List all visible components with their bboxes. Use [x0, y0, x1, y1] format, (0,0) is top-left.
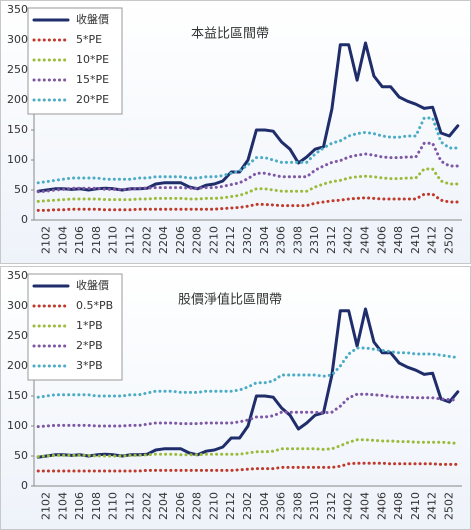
x-tick-label: 2210 [207, 492, 220, 520]
y-tick-label: 150 [7, 389, 28, 402]
x-tick-label: 2112 [124, 492, 137, 520]
x-tick-label: 2312 [325, 492, 338, 520]
y-tick-label: 200 [7, 359, 28, 372]
series [36, 461, 460, 473]
series-line [36, 461, 460, 473]
x-tick-label: 2502 [442, 226, 455, 254]
chart-title: 股價淨值比區間帶 [178, 292, 282, 308]
chart-title: 本益比區間帶 [191, 27, 269, 42]
y-tick-label: 350 [7, 3, 28, 16]
y-tick-label: 250 [7, 329, 28, 342]
x-tick-label: 2102 [40, 492, 53, 520]
x-tick-label: 2308 [291, 492, 304, 520]
y-tick-label: 200 [7, 93, 28, 106]
series [36, 307, 460, 459]
y-tick-label: 300 [7, 33, 28, 46]
x-tick-label: 2410 [409, 492, 422, 520]
series-line [36, 116, 460, 185]
x-tick-label: 2102 [40, 226, 53, 254]
series-line [36, 307, 460, 459]
x-tick-label: 2202 [140, 226, 153, 254]
legend-label: 5*PE [76, 33, 102, 46]
x-tick-label: 2412 [426, 226, 439, 254]
x-tick-label: 2104 [56, 492, 69, 520]
y-tick-label: 150 [7, 123, 28, 136]
x-tick-label: 2308 [291, 226, 304, 254]
legend-label: 20*PE [76, 93, 109, 106]
x-tick-label: 2208 [191, 492, 204, 520]
x-tick-label: 2202 [140, 492, 153, 520]
x-tick-label: 2108 [90, 226, 103, 254]
x-tick-label: 2412 [426, 492, 439, 520]
series [36, 192, 460, 212]
x-tick-label: 2304 [258, 492, 271, 520]
x-tick-label: 2206 [174, 492, 187, 520]
x-tick-label: 2502 [442, 492, 455, 520]
series-line [36, 167, 460, 203]
series [36, 392, 460, 429]
y-tick-label: 0 [21, 479, 28, 492]
x-tick-label: 2306 [275, 492, 288, 520]
x-tick-label: 2406 [375, 226, 388, 254]
x-tick-label: 2302 [241, 226, 254, 254]
series [36, 438, 460, 459]
series-line [36, 346, 460, 399]
x-tick-label: 2210 [207, 226, 220, 254]
x-tick-label: 2204 [157, 226, 170, 254]
series-line [36, 192, 460, 212]
x-tick-label: 2212 [224, 226, 237, 254]
y-tick-label: 350 [7, 269, 28, 282]
x-tick-label: 2112 [124, 226, 137, 254]
x-tick-label: 2208 [191, 226, 204, 254]
x-tick-label: 2402 [342, 492, 355, 520]
series-line [36, 141, 460, 194]
legend-label: 1*PB [76, 319, 103, 332]
legend-label: 收盤價 [76, 278, 109, 292]
y-tick-label: 300 [7, 299, 28, 312]
legend-label: 3*PB [76, 359, 103, 372]
series [36, 346, 460, 399]
x-tick-label: 2306 [275, 226, 288, 254]
x-tick-label: 2410 [409, 226, 422, 254]
x-tick-label: 2402 [342, 226, 355, 254]
x-tick-label: 2106 [73, 226, 86, 254]
x-tick-label: 2312 [325, 226, 338, 254]
legend-label: 0.5*PB [76, 299, 113, 312]
legend-label: 2*PB [76, 339, 103, 352]
y-tick-label: 50 [14, 183, 28, 196]
x-tick-label: 2408 [392, 492, 405, 520]
x-tick-label: 2110 [107, 492, 120, 520]
series-line [36, 438, 460, 459]
x-tick-label: 2108 [90, 492, 103, 520]
x-tick-label: 2304 [258, 226, 271, 254]
x-tick-label: 2104 [56, 226, 69, 254]
x-tick-label: 2110 [107, 226, 120, 254]
series-line [36, 392, 460, 429]
legend-label: 10*PE [76, 53, 109, 66]
series [36, 116, 460, 185]
x-tick-label: 2212 [224, 492, 237, 520]
legend-label: 收盤價 [76, 12, 109, 26]
series-line [36, 41, 460, 193]
x-tick-label: 2406 [375, 492, 388, 520]
y-tick-label: 0 [21, 213, 28, 226]
x-tick-label: 2408 [392, 226, 405, 254]
series [36, 41, 460, 193]
x-tick-label: 2206 [174, 226, 187, 254]
y-tick-label: 250 [7, 63, 28, 76]
x-tick-label: 2310 [308, 226, 321, 254]
x-tick-label: 2404 [358, 226, 371, 254]
x-tick-label: 2204 [157, 492, 170, 520]
y-tick-label: 100 [7, 153, 28, 166]
x-tick-label: 2106 [73, 492, 86, 520]
series [36, 167, 460, 203]
series [36, 141, 460, 194]
x-tick-label: 2310 [308, 492, 321, 520]
y-tick-label: 50 [14, 449, 28, 462]
x-tick-label: 2404 [358, 492, 371, 520]
legend-label: 15*PE [76, 73, 109, 86]
x-tick-label: 2302 [241, 492, 254, 520]
y-tick-label: 100 [7, 419, 28, 432]
